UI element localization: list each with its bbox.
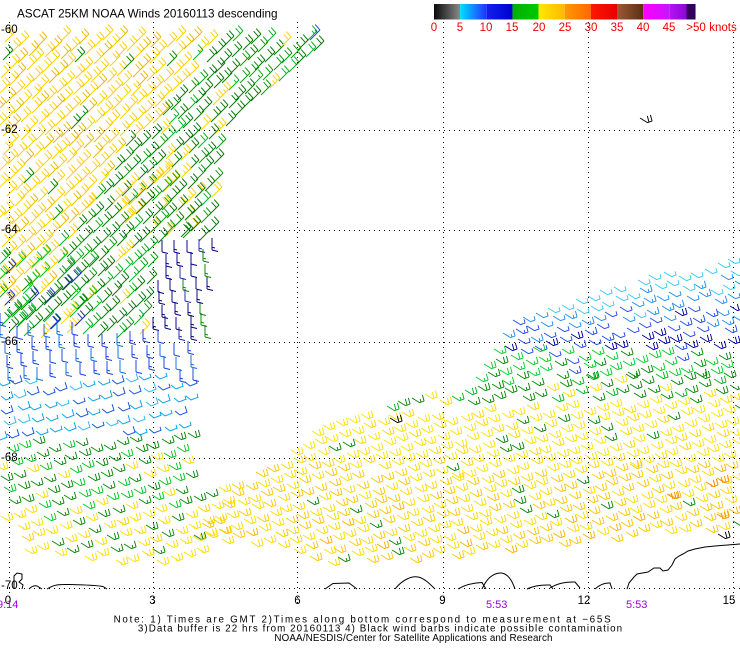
svg-text:10: 10 bbox=[480, 22, 493, 34]
svg-text:12: 12 bbox=[578, 595, 591, 607]
svg-text:-66: -66 bbox=[1, 336, 18, 348]
svg-text:20: 20 bbox=[533, 22, 546, 34]
svg-text:-68: -68 bbox=[1, 452, 18, 464]
svg-text:30: 30 bbox=[585, 22, 598, 34]
svg-text:6: 6 bbox=[294, 595, 300, 607]
svg-text:-70: -70 bbox=[1, 580, 18, 592]
svg-text:3)Data buffer is 22 hrs from 2: 3)Data buffer is 22 hrs from 20160113 4)… bbox=[138, 624, 623, 635]
svg-text:35: 35 bbox=[611, 22, 624, 34]
svg-text:45: 45 bbox=[663, 22, 676, 34]
svg-text:5:53: 5:53 bbox=[486, 599, 507, 611]
svg-text:5:53: 5:53 bbox=[626, 599, 647, 611]
svg-text:0: 0 bbox=[5, 595, 11, 607]
svg-text:40: 40 bbox=[637, 22, 650, 34]
svg-text:NOAA/NESDIS/Center for Satelli: NOAA/NESDIS/Center for Satellite Applica… bbox=[274, 633, 552, 644]
svg-text:15: 15 bbox=[506, 22, 519, 34]
svg-text:Note: 1) Times are GMT 2)Times: Note: 1) Times are GMT 2)Times along bot… bbox=[114, 615, 613, 626]
svg-text:5: 5 bbox=[457, 22, 463, 34]
svg-text:0: 0 bbox=[431, 22, 437, 34]
svg-text:-62: -62 bbox=[1, 124, 18, 136]
svg-text:>50: >50 bbox=[686, 22, 706, 34]
svg-text:-60: -60 bbox=[1, 24, 18, 36]
svg-text:3: 3 bbox=[149, 595, 155, 607]
svg-text:-64: -64 bbox=[1, 224, 18, 236]
svg-text:knots: knots bbox=[709, 22, 737, 34]
svg-text:15: 15 bbox=[723, 595, 736, 607]
svg-text:ASCAT 25KM NOAA Winds 20160113: ASCAT 25KM NOAA Winds 20160113 descendin… bbox=[17, 8, 278, 21]
svg-text:9: 9 bbox=[439, 595, 445, 607]
svg-text:25: 25 bbox=[559, 22, 572, 34]
svg-text:9:14: 9:14 bbox=[0, 599, 18, 611]
